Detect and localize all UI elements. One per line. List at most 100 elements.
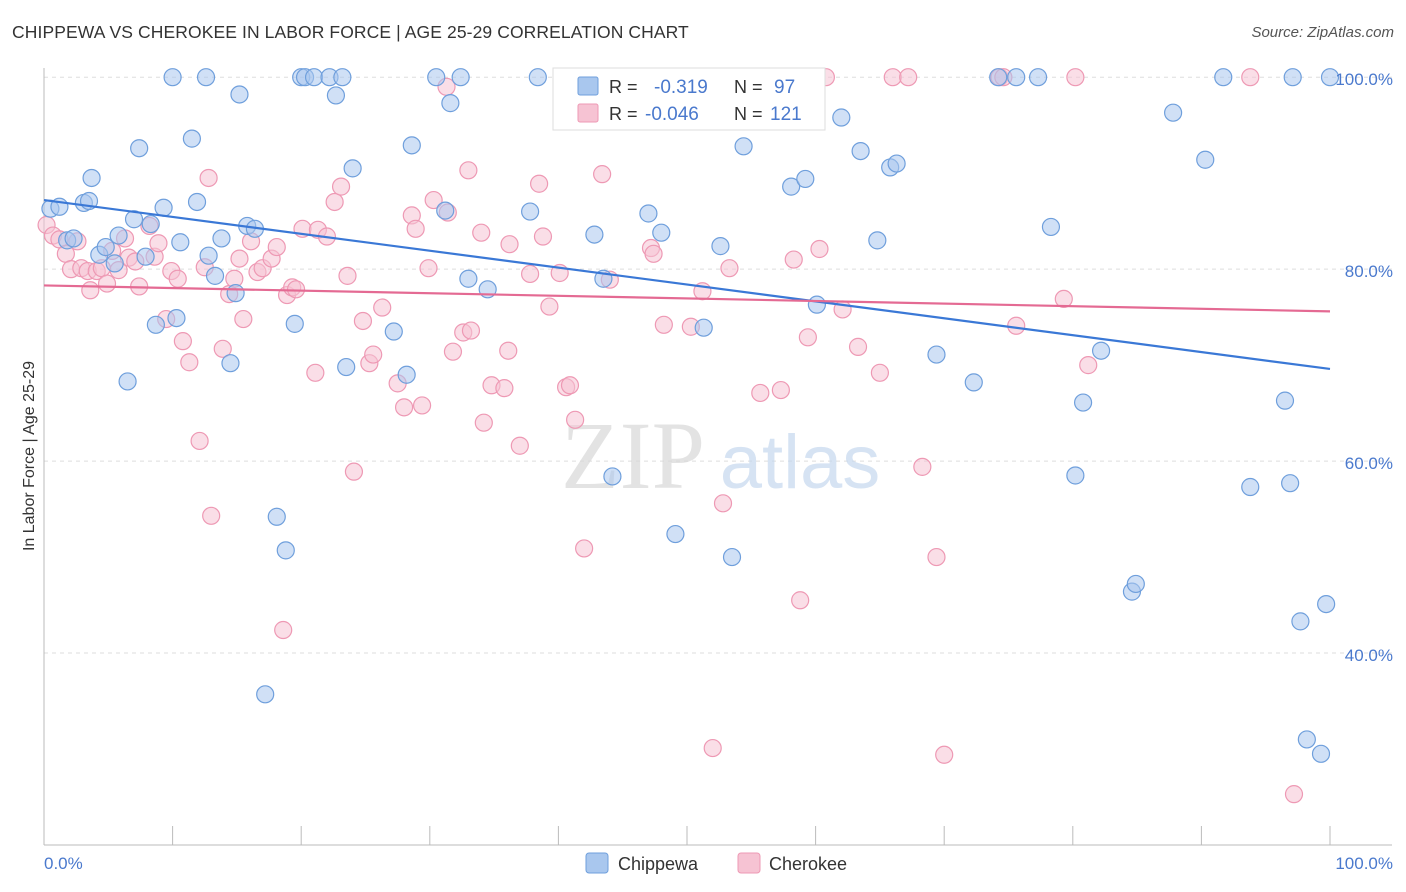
- cherokee-point: [306, 363, 325, 382]
- chippewa-point: [887, 154, 906, 173]
- watermark-atlas: atlas: [720, 420, 881, 505]
- chippewa-point: [1007, 68, 1026, 87]
- chippewa-point: [212, 229, 231, 248]
- chippewa-point: [64, 229, 83, 248]
- cherokee-point: [575, 539, 594, 558]
- cherokee-point: [1007, 316, 1026, 335]
- chippewa-point: [1164, 103, 1183, 122]
- cherokee-point: [168, 269, 187, 288]
- series-legend-swatch-chippewa: [585, 852, 609, 874]
- source-label: Source: ZipAtlas.com: [1251, 24, 1394, 41]
- chippewa-point: [182, 129, 201, 148]
- cherokee-point: [406, 219, 425, 238]
- cherokee-point: [373, 298, 392, 317]
- chippewa-point: [136, 247, 155, 266]
- x-ticks: [172, 826, 1331, 845]
- cherokee-point: [202, 506, 221, 525]
- y-tick-label: 100.0%: [1335, 70, 1393, 89]
- cherokee-point: [810, 239, 829, 259]
- cherokee-point: [848, 337, 868, 356]
- cherokee-point: [935, 745, 954, 764]
- cherokee-point: [530, 174, 549, 193]
- chippewa-point: [1241, 477, 1260, 497]
- legend-swatch-chippewa: [577, 76, 599, 96]
- chippewa-point: [1028, 68, 1048, 87]
- chippewa-point: [96, 237, 115, 257]
- x-tick-label-min: 0.0%: [44, 854, 83, 873]
- cherokee-point: [459, 161, 478, 180]
- cherokee-point: [364, 345, 383, 364]
- chippewa-point: [205, 266, 225, 285]
- chippewa-point: [832, 108, 851, 127]
- chippewa-point: [124, 210, 144, 229]
- cherokee-point: [883, 68, 902, 87]
- cherokee-point: [560, 376, 580, 395]
- chippewa-point: [1196, 150, 1215, 169]
- x-tick-label-max: 100.0%: [1335, 854, 1393, 873]
- cherokee-point: [703, 738, 722, 758]
- chippewa-point: [304, 68, 324, 87]
- chippewa-point: [652, 223, 671, 242]
- cherokee-point: [899, 68, 918, 87]
- chippewa-point: [964, 373, 983, 392]
- cherokee-point: [190, 431, 209, 451]
- chippewa-point: [1320, 68, 1340, 87]
- y-tick-label: 60.0%: [1345, 454, 1393, 473]
- chippewa-point: [1275, 391, 1295, 410]
- chippewa-point: [141, 214, 160, 234]
- cherokee-point: [566, 410, 585, 429]
- cherokee-point: [500, 235, 519, 254]
- cherokee-point: [1054, 289, 1073, 308]
- cherokee-point: [394, 398, 414, 417]
- cherokee-point: [798, 328, 817, 347]
- chippewa-point: [146, 315, 165, 334]
- y-tick-label: 80.0%: [1345, 262, 1393, 281]
- chippewa-point: [459, 269, 478, 288]
- chippewa-point: [1283, 68, 1302, 87]
- chippewa-point: [1214, 68, 1233, 87]
- watermark: ZIP atlas: [561, 402, 880, 509]
- chippewa-point: [734, 137, 753, 156]
- cherokee-point: [267, 237, 286, 257]
- cherokee-point: [412, 396, 432, 415]
- chippewa-point: [1281, 474, 1300, 493]
- cherokee-point: [97, 274, 117, 293]
- cherokee-point: [533, 227, 553, 246]
- series-legend: Chippewa Cherokee: [585, 852, 847, 874]
- legend-n-value-cherokee: 121: [770, 104, 802, 125]
- chippewa-point: [276, 541, 295, 560]
- cherokee-point: [713, 494, 733, 513]
- chippewa-point: [267, 507, 286, 526]
- cherokee-point: [791, 591, 810, 610]
- cherokee-point: [784, 250, 803, 269]
- cherokee-point: [325, 192, 344, 212]
- cherokee-point: [751, 383, 770, 403]
- chippewa-point: [199, 246, 218, 265]
- chippewa-point: [326, 86, 346, 105]
- cherokee-point: [1079, 356, 1098, 375]
- chippewa-point: [711, 237, 730, 256]
- cherokee-point: [424, 190, 443, 210]
- chippewa-point: [528, 68, 547, 87]
- chippewa-point: [230, 85, 249, 104]
- chippewa-point: [337, 357, 356, 377]
- legend-n-label-cherokee: N =: [734, 104, 763, 124]
- cherokee-point: [443, 342, 463, 361]
- chippewa-point: [521, 202, 540, 221]
- cherokee-point: [720, 259, 739, 278]
- cherokee-point: [654, 315, 673, 334]
- cherokee-point: [913, 457, 932, 476]
- legend-r-value-cherokee: -0.046: [645, 104, 699, 125]
- cherokee-point: [1284, 785, 1304, 804]
- series-legend-label-chippewa: Chippewa: [618, 854, 699, 874]
- chippewa-point: [451, 68, 470, 87]
- axes: [43, 68, 1392, 846]
- trend-lines: [43, 198, 1331, 371]
- chippewa-point: [436, 201, 455, 220]
- series-legend-label-cherokee: Cherokee: [769, 854, 847, 874]
- chippewa-point: [851, 141, 870, 161]
- cherokee-point: [274, 620, 293, 640]
- cherokee-point: [644, 244, 663, 263]
- chippewa-point: [397, 365, 416, 384]
- chippewa-point: [187, 192, 207, 212]
